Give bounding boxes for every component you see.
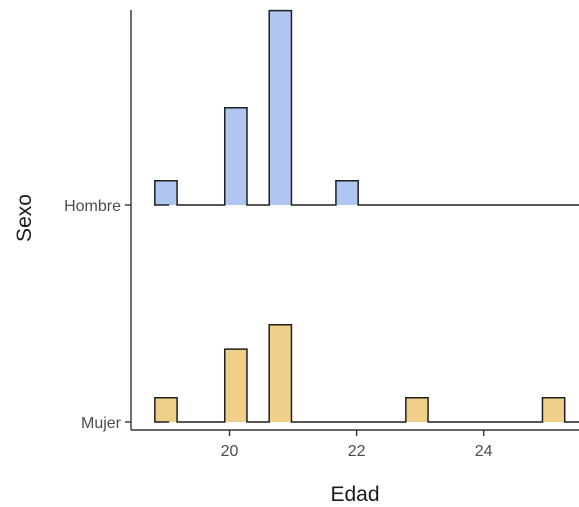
bar-hombre-1: [154, 180, 178, 205]
ridge-outline-mujer: [154, 324, 579, 423]
ridge-mujer: [154, 324, 579, 423]
y-ticks: Hombre Mujer: [64, 198, 131, 432]
x-tick-label-20: 20: [221, 443, 239, 460]
y-tick-label-mujer: Mujer: [81, 415, 122, 432]
x-tick-label-22: 22: [348, 443, 366, 460]
bar-mujer-1: [154, 397, 178, 422]
bar-hombre-2: [224, 107, 247, 205]
y-tick-label-hombre: Hombre: [64, 198, 121, 215]
ridges-layer: [154, 9, 579, 423]
bar-mujer-2: [224, 349, 247, 422]
x-ticks: 20 22 24: [221, 430, 493, 460]
y-axis-title: Sexo: [13, 194, 36, 242]
bar-mujer-5: [542, 397, 565, 422]
ridge-hombre: [154, 9, 579, 206]
bar-hombre-3: [269, 10, 292, 205]
ridge-outline-hombre: [154, 9, 579, 206]
bar-mujer-4: [405, 397, 429, 422]
x-axis-title: Edad: [330, 483, 379, 506]
bar-mujer-3: [269, 324, 292, 422]
x-tick-label-24: 24: [475, 443, 493, 460]
bar-hombre-4: [335, 180, 359, 205]
